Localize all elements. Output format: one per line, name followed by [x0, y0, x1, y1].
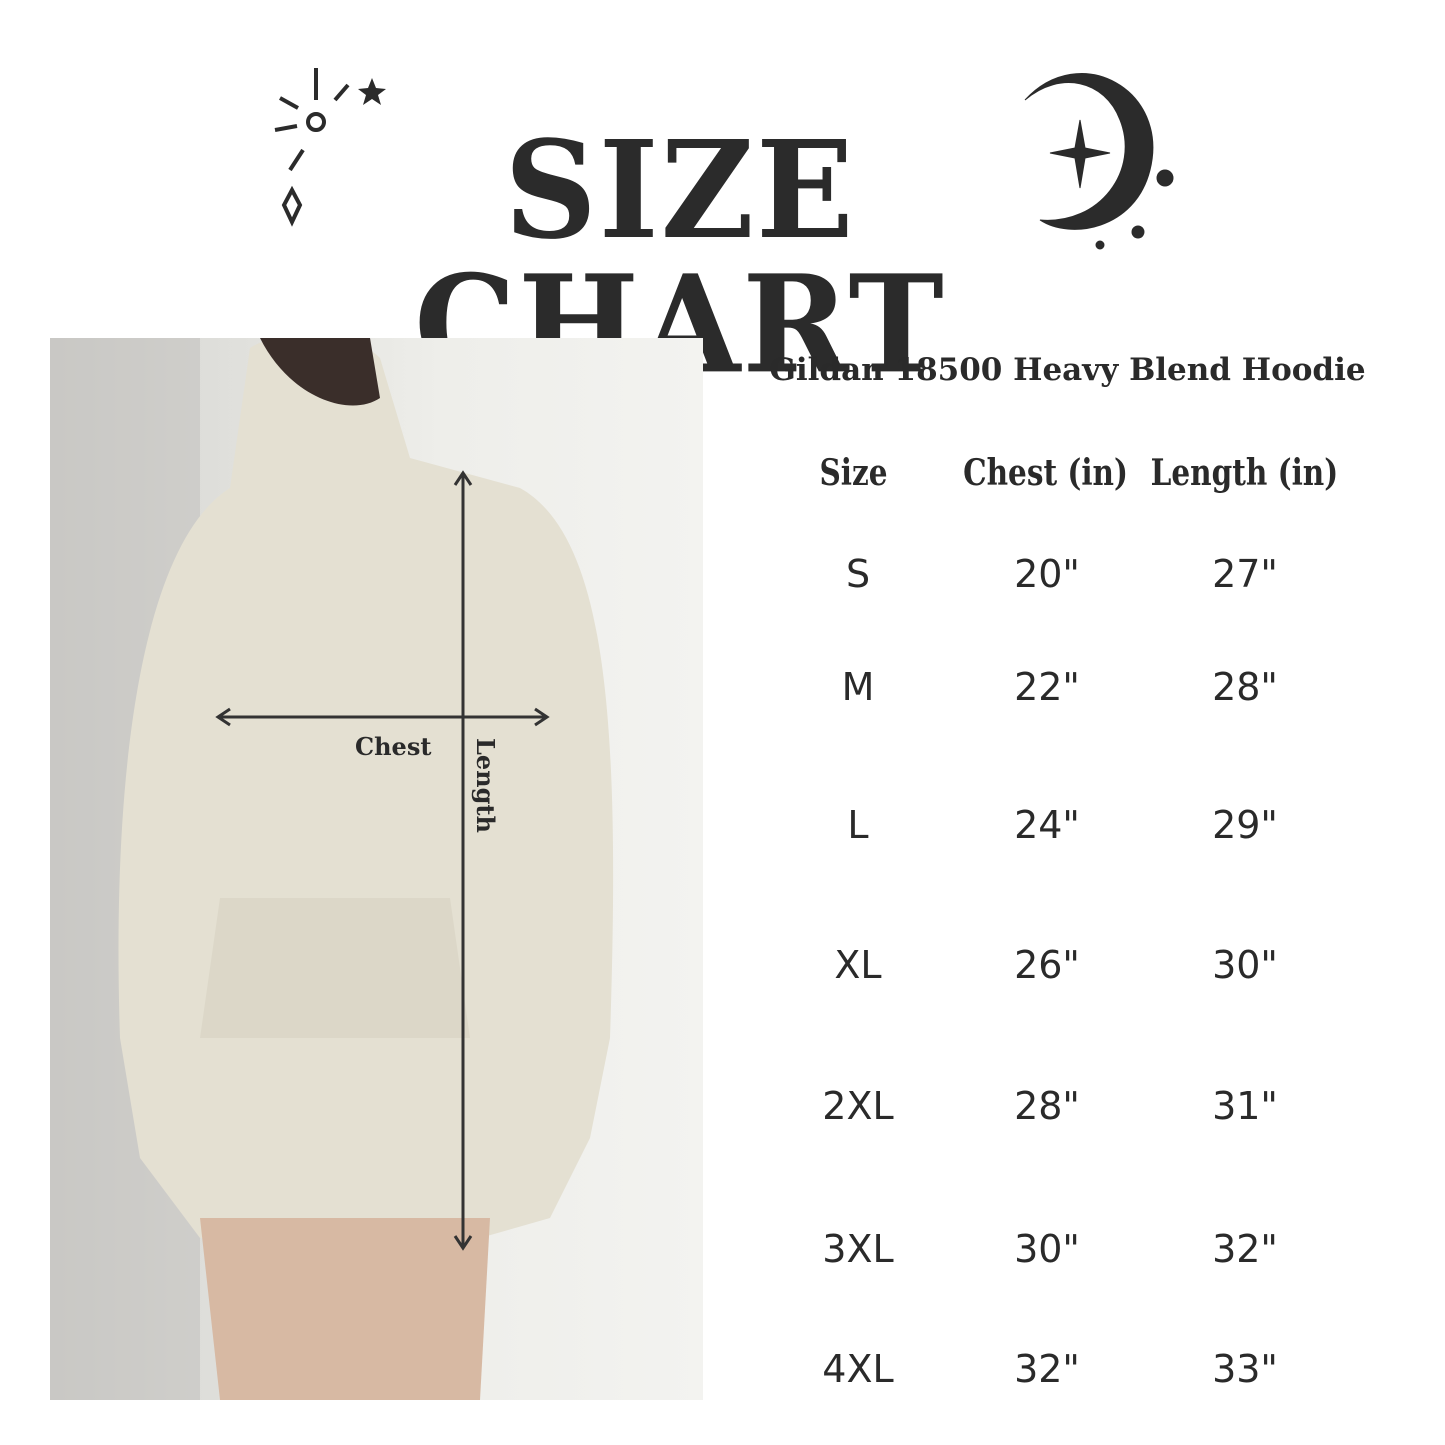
table-cell-chest: 32": [1014, 1347, 1080, 1391]
table-cell-length: 31": [1212, 1084, 1278, 1128]
chest-label: Chest: [355, 732, 432, 761]
table-cell-length: 28": [1212, 665, 1278, 709]
measurement-arrows: [215, 470, 550, 1251]
table-cell-size: M: [841, 665, 875, 709]
table-cell-size: S: [845, 552, 871, 596]
table-cell-length: 32": [1212, 1227, 1278, 1271]
column-header-chest: Chest (in): [963, 452, 1128, 494]
table-cell-size: L: [847, 803, 869, 847]
table-cell-size: XL: [834, 943, 882, 987]
table-cell-size: 3XL: [822, 1227, 894, 1271]
star-icon: [358, 78, 386, 105]
product-name: Gildan 18500 Heavy Blend Hoodie: [769, 352, 1366, 388]
table-cell-chest: 22": [1014, 665, 1080, 709]
table-cell-chest: 20": [1014, 552, 1080, 596]
column-header-size: Size: [819, 452, 888, 494]
table-cell-length: 29": [1212, 803, 1278, 847]
table-cell-length: 33": [1212, 1347, 1278, 1391]
table-cell-chest: 24": [1014, 803, 1080, 847]
table-cell-size: 4XL: [822, 1347, 894, 1391]
moon-icon: [1024, 73, 1174, 250]
title-decorations: [274, 68, 1174, 250]
table-cell-chest: 28": [1014, 1084, 1080, 1128]
hoodie-photo: [50, 338, 703, 1400]
table-cell-chest: 30": [1014, 1227, 1080, 1271]
table-cell-size: 2XL: [822, 1084, 894, 1128]
column-header-length: Length (in): [1150, 452, 1339, 494]
table-cell-length: 30": [1212, 943, 1278, 987]
table-cell-chest: 26": [1014, 943, 1080, 987]
sun-icon: [274, 68, 350, 227]
table-cell-length: 27": [1212, 552, 1278, 596]
length-label: Length: [471, 738, 500, 833]
